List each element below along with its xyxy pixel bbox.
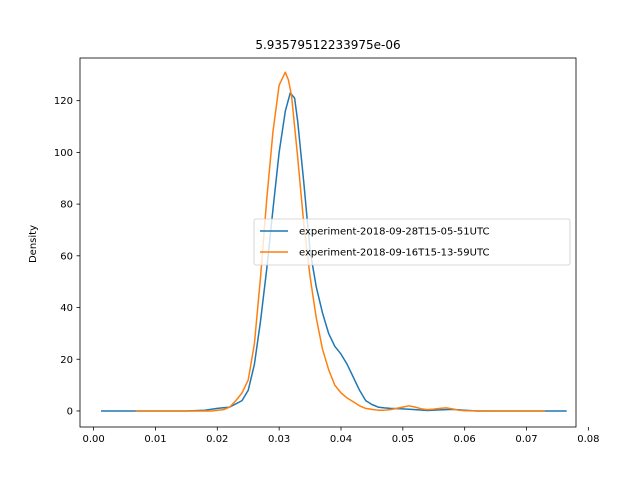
plot-area: [79, 57, 577, 428]
series-line-2: [135, 71, 546, 412]
x-tick-label: 0.08: [577, 434, 599, 445]
x-tick-label: 0.05: [392, 434, 414, 445]
legend-entry-1: experiment-2018-09-28T15-05-51UTC: [299, 227, 490, 238]
y-tick-label: 0: [67, 406, 73, 417]
x-tick-label: 0.06: [454, 434, 476, 445]
legend-entry-2: experiment-2018-09-16T15-13-59UTC: [299, 248, 490, 259]
axes-frame: [79, 57, 577, 428]
y-tick-label: 40: [60, 303, 73, 314]
legend: experiment-2018-09-28T15-05-51UTC experim…: [253, 218, 571, 266]
x-tick-label: 0.00: [82, 434, 104, 445]
y-tick-label: 20: [60, 355, 73, 366]
x-tick-label: 0.07: [515, 434, 537, 445]
x-tick-label: 0.01: [144, 434, 166, 445]
x-tick-label: 0.03: [268, 434, 290, 445]
x-axis: 0.00 0.01 0.02 0.03 0.04 0.05 0.06 0.07 0.08: [82, 427, 600, 445]
y-tick-label: 80: [60, 200, 73, 211]
x-tick-label: 0.02: [206, 434, 228, 445]
legend-box: [253, 218, 571, 266]
y-tick-label: 100: [54, 148, 73, 159]
series-line-1: [101, 92, 567, 412]
y-tick-label: 60: [60, 251, 73, 262]
y-axis-label: Density: [28, 225, 39, 263]
x-tick-label: 0.04: [330, 434, 352, 445]
y-axis: 0 20 40 60 80 100 120: [54, 96, 80, 417]
y-tick-label: 120: [54, 96, 73, 107]
chart-title: 5.93579512233975e-06: [255, 38, 400, 52]
